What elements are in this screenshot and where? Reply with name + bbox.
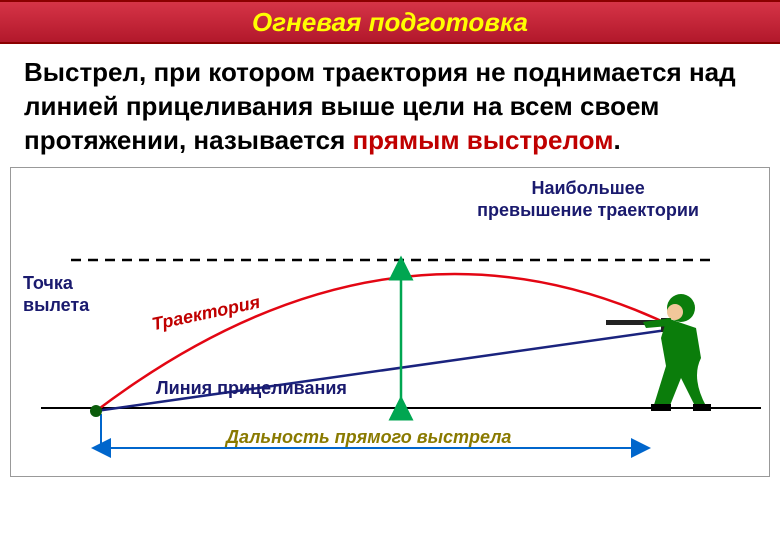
definition-period: . [613,125,620,155]
label-range: Дальность прямого выстрела [226,427,511,448]
definition-paragraph: Выстрел, при котором траектория не подни… [0,44,780,167]
header-title: Огневая подготовка [252,7,528,38]
label-aiming-line: Линия прицеливания [156,378,347,399]
label-departure-line1: Точка [23,273,89,295]
definition-highlight: прямым выстрелом [352,125,613,155]
label-max-line1: Наибольшее [477,178,699,200]
label-max-elevation: Наибольшее превышение траектории [477,178,699,221]
label-departure-line2: вылета [23,295,89,317]
soldier-figure [606,294,711,411]
label-departure-point: Точка вылета [23,273,89,316]
departure-point [90,405,102,417]
header-bar: Огневая подготовка [0,0,780,44]
diagram-container: Наибольшее превышение траектории Точка в… [10,167,770,477]
label-max-line2: превышение траектории [477,200,699,222]
